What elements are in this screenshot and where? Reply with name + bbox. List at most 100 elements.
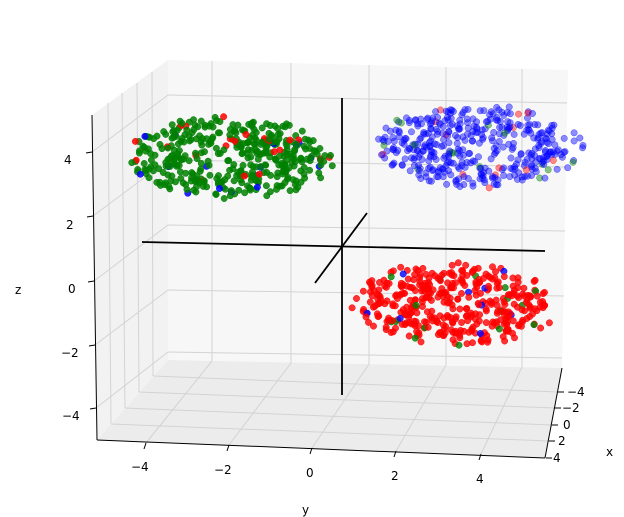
scatter-point-green	[305, 136, 312, 144]
scatter-point-blue	[439, 165, 447, 173]
scatter-point-blue	[495, 138, 503, 145]
scatter-point-red	[419, 264, 427, 272]
scatter-point-blue	[538, 158, 546, 166]
scatter-point-blue	[541, 134, 549, 142]
scatter-point-blue	[408, 128, 415, 136]
grid-line	[95, 351, 169, 409]
scatter-point-blue	[506, 110, 514, 118]
scatter-point-green	[241, 189, 249, 197]
scatter-point-blue	[398, 161, 406, 169]
scatter-point-blue	[396, 314, 404, 322]
y-tick-mark	[143, 442, 147, 450]
scatter-point-blue	[570, 137, 578, 145]
scatter-point-green	[262, 182, 270, 190]
y-tick-label: 2	[391, 469, 399, 483]
grid-line	[167, 94, 568, 104]
scatter-point-green	[286, 187, 294, 195]
scatter-point-red	[510, 300, 518, 308]
scatter-points	[128, 103, 587, 349]
scatter-point-blue	[480, 107, 488, 115]
scatter-point-blue	[410, 162, 418, 170]
y-tick-label: −2	[214, 463, 232, 477]
scatter-point-red	[454, 259, 462, 267]
scatter-point-green	[162, 162, 170, 170]
axis-edges	[91, 114, 563, 459]
scatter-point-blue	[547, 148, 555, 156]
x-tick-label: −2	[562, 401, 580, 415]
scatter-point-blue	[447, 106, 454, 114]
grid-line	[107, 102, 112, 425]
scatter-point-blue	[468, 137, 476, 145]
scatter-point-red	[475, 317, 483, 325]
scatter-point-blue	[557, 151, 565, 159]
z-tick-mark	[88, 344, 96, 347]
scatter-point-blue	[464, 175, 472, 182]
scatter-point-blue	[511, 165, 519, 173]
scatter-point-red	[359, 287, 367, 295]
scatter-point-red	[448, 301, 456, 309]
scatter-point-blue	[420, 143, 428, 151]
scatter-point-blue	[427, 119, 435, 127]
z-tick-label: 4	[64, 153, 72, 167]
scatter-point-green	[204, 157, 212, 165]
scatter-point-blue	[521, 173, 529, 180]
scatter-point-blue	[454, 145, 462, 153]
scatter-point-green	[230, 127, 238, 135]
scatter-point-red	[485, 184, 493, 192]
scatter-point-blue	[477, 164, 485, 172]
scatter-point-red	[474, 264, 482, 272]
scatter-point-blue	[422, 169, 430, 177]
scatter-point-blue	[460, 173, 468, 181]
scatter-point-blue	[469, 115, 477, 123]
scatter-point-green	[411, 334, 419, 342]
scatter-point-green	[297, 178, 305, 186]
scatter-point-red	[417, 338, 425, 346]
scatter-point-red	[541, 288, 548, 296]
scatter-point-green	[257, 163, 265, 171]
scatter-point-blue	[439, 129, 447, 137]
scatter-point-blue	[447, 171, 455, 179]
scatter-point-blue	[467, 132, 475, 140]
scatter-point-green	[536, 174, 544, 182]
scatter-point-blue	[527, 129, 535, 137]
scatter-point-blue	[579, 144, 587, 152]
scatter-point-blue	[439, 123, 447, 131]
scatter-point-blue	[451, 132, 459, 139]
scatter-point-red	[393, 295, 401, 302]
scatter-point-red	[405, 311, 413, 319]
scatter-point-red	[486, 273, 494, 281]
scatter-point-green	[274, 131, 282, 138]
scatter-point-green	[476, 163, 484, 171]
scatter-point-red	[286, 136, 294, 144]
scatter-point-red	[493, 309, 501, 317]
scatter-point-blue	[440, 142, 447, 150]
scatter-point-blue	[445, 139, 453, 147]
scatter-point-blue	[469, 182, 477, 190]
scatter-point-blue	[413, 147, 421, 155]
scatter-point-blue	[464, 119, 471, 127]
scatter-point-red	[531, 276, 539, 284]
scatter-point-green	[170, 146, 178, 154]
scatter-point-blue	[499, 143, 507, 151]
scatter-point-red	[366, 298, 374, 306]
scatter-point-green	[530, 321, 538, 329]
scatter-point-green	[258, 124, 266, 132]
scatter-point-green	[191, 176, 199, 184]
scatter-point-red	[499, 333, 507, 341]
scatter-point-blue	[456, 152, 464, 160]
scatter-point-red	[369, 303, 377, 311]
scatter-point-red	[464, 317, 472, 325]
scatter-point-red	[485, 282, 492, 290]
grid-line	[167, 224, 566, 232]
scatter-point-green	[279, 122, 287, 130]
scatter-point-red	[509, 282, 517, 290]
grid-line	[311, 363, 370, 449]
scatter-point-blue	[463, 115, 471, 123]
scatter-point-red	[515, 321, 523, 329]
scatter-point-blue	[419, 147, 427, 155]
scatter-point-green	[316, 145, 324, 152]
scatter-point-green	[237, 167, 245, 175]
z-tick-label: 2	[66, 218, 74, 232]
grid-line	[480, 366, 523, 455]
scatter-point-blue	[390, 159, 398, 167]
